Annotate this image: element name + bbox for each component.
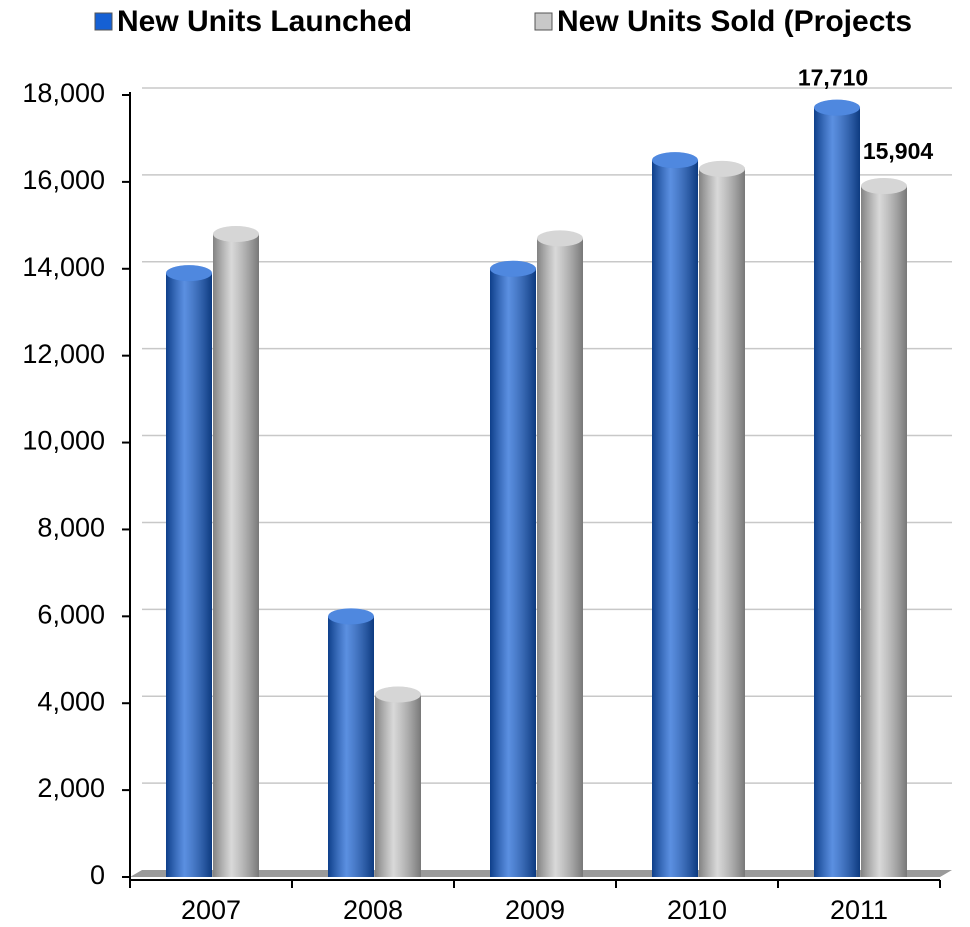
bar-top-shade: [814, 99, 860, 116]
bar-top: [861, 178, 907, 195]
x-tick-label: 2009: [505, 895, 565, 925]
bar-top: [328, 608, 374, 625]
bar-top-shade: [328, 608, 374, 625]
y-tick-label: 18,000: [22, 78, 105, 108]
bar-top-shade: [166, 265, 212, 282]
bar-shade: [166, 273, 212, 878]
y-tick-label: 12,000: [22, 339, 105, 369]
bar-top-shade: [490, 260, 536, 277]
bar-shade: [375, 694, 421, 877]
bar-top-shade: [699, 160, 745, 177]
legend-label: New Units Sold (Projects: [557, 5, 912, 38]
y-tick-label: 6,000: [37, 599, 105, 629]
bar-shade: [861, 186, 907, 877]
x-tick-label: 2010: [667, 895, 727, 925]
bar-shade: [328, 616, 374, 877]
x-tick-label: 2011: [830, 895, 888, 925]
bar-shade: [652, 160, 698, 877]
bar-top: [213, 226, 259, 243]
legend-swatch: [534, 12, 553, 31]
bar-top: [490, 260, 536, 277]
bar-top-shade: [537, 230, 583, 247]
x-tick-label: 2007: [181, 895, 241, 925]
bar-shade: [213, 234, 259, 877]
y-tick-label: 8,000: [37, 513, 105, 543]
bar-top: [537, 230, 583, 247]
y-tick-label: 2,000: [37, 773, 105, 803]
bar-top: [652, 152, 698, 169]
bar-shade: [537, 238, 583, 877]
bar-top-shade: [375, 686, 421, 703]
data-label: 15,904: [863, 138, 934, 164]
bar-top: [814, 99, 860, 116]
y-tick-label: 0: [90, 860, 105, 890]
y-tick-label: 16,000: [22, 165, 105, 195]
bar-top: [166, 265, 212, 282]
bar-shade: [490, 268, 536, 877]
bar-top-shade: [213, 226, 259, 243]
y-tick-label: 4,000: [37, 686, 105, 716]
bar-top: [375, 686, 421, 703]
x-tick-label: 2008: [343, 895, 403, 925]
bar-top-shade: [861, 178, 907, 195]
bar-top-shade: [652, 152, 698, 169]
bar-shade: [699, 168, 745, 877]
data-label: 17,710: [798, 65, 868, 91]
y-tick-label: 10,000: [22, 426, 105, 456]
bar-shade: [814, 107, 860, 878]
y-tick-label: 14,000: [22, 252, 105, 282]
bar-top: [699, 160, 745, 177]
legend-swatch: [94, 12, 113, 31]
legend-label: New Units Launched: [117, 5, 412, 38]
